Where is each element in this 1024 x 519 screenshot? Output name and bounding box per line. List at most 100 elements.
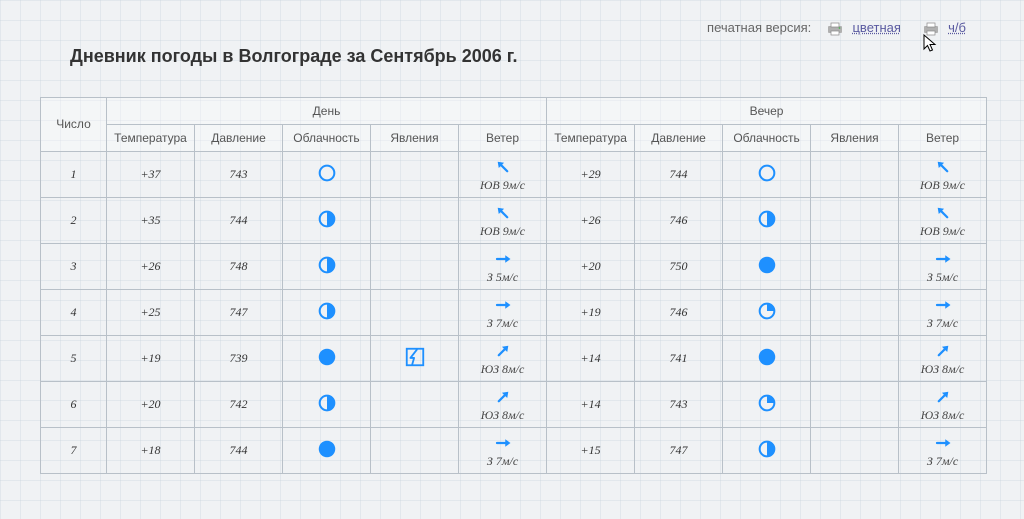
- print-links-bar: печатная версия: цветная ч/б: [40, 20, 984, 36]
- wind-arrow-icon: [494, 158, 512, 178]
- cloud-icon: [756, 403, 778, 417]
- cell-phenomena: [371, 197, 459, 243]
- cloud-icon: [756, 173, 778, 187]
- wind-arrow-icon: [934, 250, 952, 270]
- table-row: 1+37743 ЮВ 9м/с +29744 ЮВ 9м/с: [41, 151, 987, 197]
- cell-pressure: 748: [195, 243, 283, 289]
- cell-temperature: +29: [547, 151, 635, 197]
- cloud-icon: [316, 219, 338, 233]
- cell-cloudiness: [283, 151, 371, 197]
- cell-pressure: 744: [195, 197, 283, 243]
- col-sub: Ветер: [459, 124, 547, 151]
- wind-arrow-icon: [934, 158, 952, 178]
- col-sub: Давление: [635, 124, 723, 151]
- cell-wind: З 7м/с: [459, 427, 547, 473]
- cell-phenomena: [811, 151, 899, 197]
- cell-temperature: +14: [547, 381, 635, 427]
- print-color-link[interactable]: цветная: [852, 20, 900, 35]
- wind-text: З 7м/с: [487, 317, 518, 329]
- cell-phenomena: [811, 427, 899, 473]
- wind-text: ЮВ 9м/с: [480, 179, 525, 191]
- wind-text: З 7м/с: [487, 455, 518, 467]
- wind-arrow-icon: [934, 296, 952, 316]
- cell-cloudiness: [283, 289, 371, 335]
- col-sub: Облачность: [283, 124, 371, 151]
- cell-pressure: 747: [635, 427, 723, 473]
- cell-pressure: 741: [635, 335, 723, 381]
- cell-wind: ЮЗ 8м/с: [459, 335, 547, 381]
- wind-text: З 5м/с: [927, 271, 958, 283]
- cell-temperature: +35: [107, 197, 195, 243]
- cell-day-number: 4: [41, 289, 107, 335]
- cell-wind: З 5м/с: [899, 243, 987, 289]
- cell-pressure: 739: [195, 335, 283, 381]
- cell-phenomena: [371, 381, 459, 427]
- cell-wind: З 5м/с: [459, 243, 547, 289]
- col-sub: Давление: [195, 124, 283, 151]
- table-row: 4+25747 З 7м/с +19746 З 7м/с: [41, 289, 987, 335]
- cell-phenomena: [811, 335, 899, 381]
- col-number: Число: [41, 97, 107, 151]
- cell-day-number: 3: [41, 243, 107, 289]
- col-sub: Облачность: [723, 124, 811, 151]
- cloud-icon: [316, 311, 338, 325]
- cell-cloudiness: [283, 381, 371, 427]
- cell-temperature: +20: [107, 381, 195, 427]
- table-row: 6+20742 ЮЗ 8м/с +14743 ЮЗ 8м/с: [41, 381, 987, 427]
- cell-wind: З 7м/с: [459, 289, 547, 335]
- cell-cloudiness: [283, 243, 371, 289]
- cell-phenomena: [371, 289, 459, 335]
- col-sub: Явления: [371, 124, 459, 151]
- wind-arrow-icon: [934, 204, 952, 224]
- wind-arrow-icon: [934, 342, 952, 362]
- phenomena-icon: [404, 357, 426, 371]
- weather-table: Число День Вечер ТемператураДавлениеОбла…: [40, 97, 987, 474]
- col-sub: Температура: [107, 124, 195, 151]
- cell-pressure: 742: [195, 381, 283, 427]
- cell-temperature: +18: [107, 427, 195, 473]
- cell-temperature: +26: [547, 197, 635, 243]
- cell-wind: ЮВ 9м/с: [459, 151, 547, 197]
- wind-arrow-icon: [494, 388, 512, 408]
- cell-pressure: 743: [635, 381, 723, 427]
- cell-wind: ЮВ 9м/с: [899, 197, 987, 243]
- cloud-icon: [316, 449, 338, 463]
- cell-wind: ЮВ 9м/с: [899, 151, 987, 197]
- cell-phenomena: [811, 197, 899, 243]
- cell-wind: ЮВ 9м/с: [459, 197, 547, 243]
- wind-arrow-icon: [934, 388, 952, 408]
- cloud-icon: [316, 173, 338, 187]
- cell-pressure: 744: [635, 151, 723, 197]
- cell-cloudiness: [283, 197, 371, 243]
- cloud-icon: [756, 265, 778, 279]
- cell-temperature: +20: [547, 243, 635, 289]
- cell-cloudiness: [723, 381, 811, 427]
- print-color-icon: [827, 22, 843, 36]
- cell-cloudiness: [723, 335, 811, 381]
- cell-day-number: 5: [41, 335, 107, 381]
- cell-phenomena: [371, 335, 459, 381]
- cell-temperature: +19: [547, 289, 635, 335]
- cell-pressure: 750: [635, 243, 723, 289]
- cell-cloudiness: [283, 335, 371, 381]
- cell-phenomena: [371, 427, 459, 473]
- cloud-icon: [316, 265, 338, 279]
- print-bw-link[interactable]: ч/б: [948, 20, 966, 35]
- wind-arrow-icon: [494, 342, 512, 362]
- cloud-icon: [316, 403, 338, 417]
- cell-cloudiness: [723, 151, 811, 197]
- cell-pressure: 743: [195, 151, 283, 197]
- col-sub: Ветер: [899, 124, 987, 151]
- cloud-icon: [756, 357, 778, 371]
- col-group-evening: Вечер: [547, 97, 987, 124]
- cell-wind: ЮЗ 8м/с: [899, 335, 987, 381]
- cell-cloudiness: [723, 289, 811, 335]
- cell-wind: З 7м/с: [899, 289, 987, 335]
- table-row: 7+18744 З 7м/с +15747 З 7м/с: [41, 427, 987, 473]
- cloud-icon: [756, 219, 778, 233]
- wind-text: З 5м/с: [487, 271, 518, 283]
- cell-day-number: 6: [41, 381, 107, 427]
- cell-pressure: 746: [635, 197, 723, 243]
- cell-day-number: 1: [41, 151, 107, 197]
- cloud-icon: [756, 449, 778, 463]
